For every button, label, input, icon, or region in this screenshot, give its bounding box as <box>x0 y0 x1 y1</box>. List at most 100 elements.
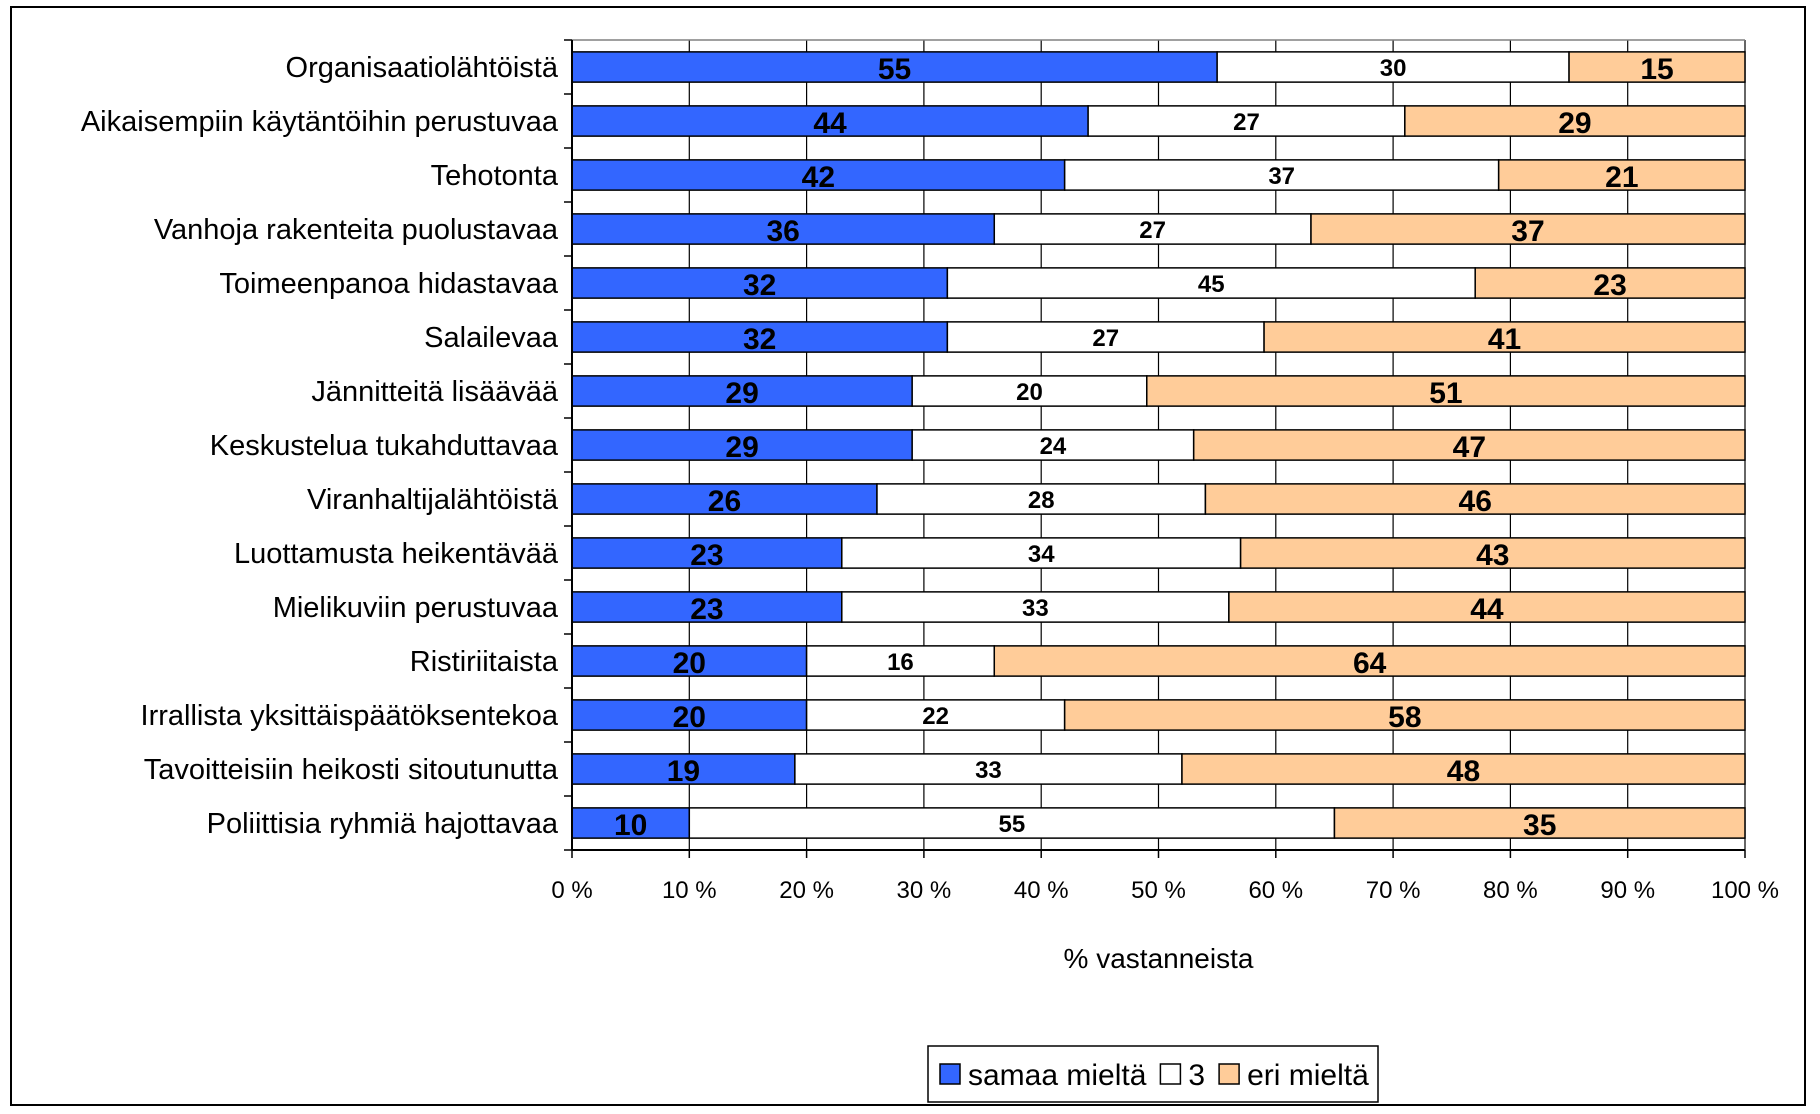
bar-segment <box>1263 321 1746 353</box>
data-label: 28 <box>1028 487 1055 514</box>
category-label: Aikaisempiin käytäntöihin perustuvaa <box>81 106 559 138</box>
x-tick-label: 80 % <box>1483 877 1538 904</box>
data-label: 33 <box>1022 595 1049 622</box>
data-label: 43 <box>1476 539 1509 572</box>
x-tick-label: 70 % <box>1366 877 1421 904</box>
data-label: 48 <box>1447 755 1480 788</box>
legend-swatch <box>1159 1063 1182 1085</box>
data-label: 44 <box>1470 593 1504 626</box>
data-label: 55 <box>878 53 911 86</box>
data-label: 21 <box>1605 161 1638 194</box>
axes <box>564 39 1746 858</box>
legend-label: samaa mieltä <box>968 1059 1147 1092</box>
bar-segment <box>1216 51 1570 83</box>
bar-segment <box>1063 699 1746 731</box>
data-label: 15 <box>1640 53 1673 86</box>
category-label: Viranhaltijalähtöistä <box>307 484 559 516</box>
bar-segment <box>1404 105 1746 137</box>
data-label: 10 <box>614 809 647 842</box>
bar-segment <box>1192 429 1746 461</box>
data-label: 20 <box>1016 379 1043 406</box>
legend-swatch <box>939 1063 961 1085</box>
bar-segment <box>571 483 878 515</box>
category-label: Luottamusta heikentävää <box>234 538 559 570</box>
category-label: Toimeenpanoa hidastavaa <box>219 268 558 300</box>
bar-segment <box>688 807 1336 839</box>
bar-segment <box>993 645 1746 677</box>
data-label: 58 <box>1388 701 1421 734</box>
data-label: 32 <box>743 323 776 356</box>
bar-segment <box>1497 159 1746 191</box>
bar-segment <box>1181 753 1746 785</box>
data-label: 36 <box>766 215 799 248</box>
data-label: 29 <box>1558 107 1591 140</box>
data-label: 47 <box>1453 431 1486 464</box>
bar-segment <box>571 591 843 623</box>
bar-segment <box>571 51 1218 83</box>
x-tick-label: 90 % <box>1600 877 1655 904</box>
bar-segment <box>1087 105 1406 137</box>
x-tick-label: 100 % <box>1711 877 1779 904</box>
data-label: 44 <box>813 107 847 140</box>
bar-segment <box>1228 591 1746 623</box>
bar-segment <box>571 699 808 731</box>
data-label: 16 <box>887 649 914 676</box>
category-label: Irrallista yksittäispäätöksentekoa <box>141 700 559 732</box>
legend-box <box>927 1045 1379 1103</box>
data-label: 30 <box>1380 55 1407 82</box>
data-label: 19 <box>667 755 700 788</box>
data-label: 42 <box>802 161 835 194</box>
data-label: 27 <box>1139 217 1166 244</box>
x-tick-label: 10 % <box>662 877 717 904</box>
data-label: 34 <box>1028 541 1055 568</box>
category-label: Poliittisia ryhmiä hajottavaa <box>207 808 559 840</box>
data-label: 35 <box>1523 809 1556 842</box>
bar-segment <box>1333 807 1746 839</box>
bar-segment <box>1146 375 1746 407</box>
category-label: Jännitteitä lisäävää <box>311 376 559 408</box>
bar-segment <box>946 267 1476 299</box>
data-label: 51 <box>1429 377 1462 410</box>
x-tick-label: 0 % <box>551 877 592 904</box>
data-label: 37 <box>1511 215 1544 248</box>
data-label: 46 <box>1459 485 1492 518</box>
bar-segment <box>911 429 1195 461</box>
bar-segment <box>1204 483 1746 515</box>
data-label: 26 <box>708 485 741 518</box>
data-label: 33 <box>975 757 1002 784</box>
bar-segment <box>794 753 1183 785</box>
x-tick-label: 60 % <box>1248 877 1303 904</box>
data-label: 45 <box>1198 271 1225 298</box>
data-label: 22 <box>922 703 949 730</box>
category-label: Ristiriitaista <box>410 646 559 678</box>
data-labels: 55 30 15 44 27 29 42 37 21 36 27 37 32 45 23 32 27 41 29 20… <box>614 53 1674 842</box>
data-label: 20 <box>673 701 706 734</box>
legend-label: 3 <box>1188 1059 1205 1092</box>
category-label: Organisaatiolähtöistä <box>286 52 559 84</box>
data-label: 32 <box>743 269 776 302</box>
bar-segment <box>805 699 1066 731</box>
bar-segment <box>571 321 949 353</box>
data-label: 27 <box>1233 109 1260 136</box>
x-tick-label: 20 % <box>779 877 834 904</box>
bar-segment <box>571 213 996 245</box>
bar-segment <box>1239 537 1746 569</box>
x-tick-labels: 0 % 10 % 20 % 30 % 40 % 50 % 60 % 70 % 80 % 90 % 1… <box>551 877 1779 904</box>
category-label: Vanhoja rakenteita puolustavaa <box>154 214 559 246</box>
bar-segment <box>1063 159 1500 191</box>
data-label: 29 <box>725 431 758 464</box>
data-label: 64 <box>1353 647 1387 680</box>
category-labels: Organisaatiolähtöistä Aikaisempiin käytän… <box>81 52 559 840</box>
bar-segment <box>946 321 1265 353</box>
bar-segment <box>571 645 808 677</box>
x-tick-label: 30 % <box>897 877 952 904</box>
bar-segment <box>1474 267 1746 299</box>
category-label: Mielikuviin perustuvaa <box>273 592 559 624</box>
x-tick-label: 50 % <box>1131 877 1186 904</box>
bar-segment <box>1568 51 1746 83</box>
data-label: 37 <box>1268 163 1295 190</box>
data-label: 27 <box>1092 325 1119 352</box>
data-label: 29 <box>725 377 758 410</box>
data-label: 23 <box>690 539 723 572</box>
